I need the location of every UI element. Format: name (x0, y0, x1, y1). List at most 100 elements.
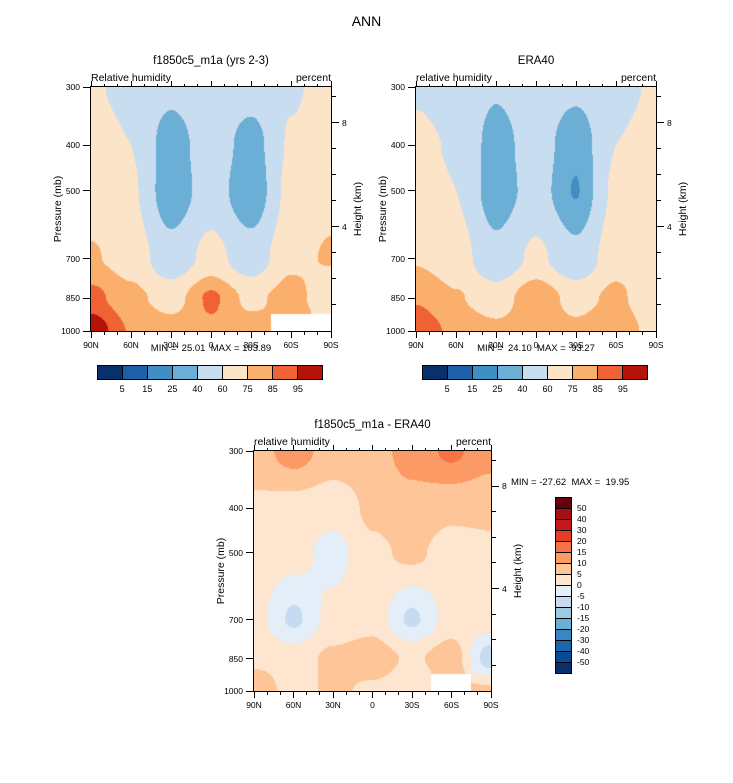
colorbar-horizontal: 5 15 25 40 60 75 85 95 (97, 365, 323, 394)
latitude-minor-tick-top (464, 448, 466, 451)
colorbar-label: 60 (542, 384, 553, 394)
pressure-tick (408, 144, 416, 146)
colorbar-vertical: 50 40 30 20 15 10 5 0 -5 -10 -15 -20 -30 -40 -50 (555, 497, 589, 674)
colorbar-label: 25 (492, 384, 503, 394)
panel-title: f1850c5_m1a - ERA40 (314, 419, 431, 431)
latitude-minor-tick (279, 691, 281, 695)
colorbar-box (522, 365, 548, 380)
height-minor-tick (331, 304, 336, 306)
latitude-tick (330, 331, 332, 338)
colorbar-label: -30 (577, 635, 590, 645)
panel-title: ERA40 (517, 55, 555, 67)
latitude-tick-label: 60S (443, 700, 460, 710)
latitude-minor-tick (468, 331, 470, 335)
pressure-tick (246, 450, 254, 452)
height-minor-tick (491, 638, 496, 640)
latitude-tick (253, 691, 255, 698)
colorbar-box (547, 365, 573, 380)
latitude-tick-label: 0 (208, 340, 214, 350)
latitude-minor-tick (345, 691, 347, 695)
pressure-tick-label: 500 (228, 547, 243, 558)
pressure-tick-label: 850 (228, 653, 243, 664)
latitude-minor-tick (477, 691, 479, 695)
latitude-tick-top (90, 81, 92, 87)
latitude-tick-top (535, 81, 537, 87)
height-tick (331, 122, 339, 124)
latitude-tick-label: 90S (483, 700, 499, 710)
contour-plot-difference (254, 451, 491, 691)
latitude-tick-label: 60N (123, 340, 139, 350)
colorbar-label: 75 (242, 384, 253, 394)
min-max-label: MIN = -27.62 MAX = 19.95 (511, 477, 630, 488)
latitude-minor-tick-top (358, 448, 360, 451)
latitude-tick (655, 331, 657, 338)
latitude-tick-label: 90S (648, 340, 664, 350)
pressure-tick (408, 86, 416, 88)
colorbar-box (122, 365, 148, 380)
pressure-tick (408, 297, 416, 299)
colorbar-box (247, 365, 273, 380)
latitude-minor-tick (266, 691, 268, 695)
latitude-minor-tick-top (157, 84, 159, 87)
latitude-tick (451, 691, 452, 698)
pressure-tick (83, 86, 91, 88)
latitude-minor-tick (428, 331, 430, 335)
colorbar-label: 5 (577, 569, 582, 579)
height-tick-label: 4 (342, 221, 347, 232)
latitude-tick-top (170, 81, 172, 87)
latitude-tick-top (415, 81, 417, 87)
pressure-tick-label: 300 (65, 82, 80, 92)
latitude-tick-top (372, 445, 373, 451)
colorbar-label: 85 (592, 384, 603, 394)
latitude-minor-tick (522, 331, 524, 335)
colorbar-label: 20 (577, 536, 587, 546)
latitude-minor-tick-top (103, 84, 105, 87)
latitude-tick-label: 60S (283, 340, 299, 350)
latitude-tick-label: 30S (243, 340, 259, 350)
latitude-minor-tick (424, 691, 426, 695)
latitude-tick (615, 331, 617, 338)
latitude-minor-tick (358, 691, 360, 695)
height-minor-tick (491, 664, 496, 666)
units-label: percent (455, 436, 491, 448)
height-minor-tick (331, 278, 336, 280)
pressure-tick (408, 190, 416, 192)
latitude-minor-tick-top (263, 84, 265, 87)
latitude-minor-tick-top (306, 448, 308, 451)
height-minor-tick (491, 562, 496, 564)
colorbar-label: -50 (577, 657, 590, 667)
height-minor-tick (331, 200, 336, 202)
height-minor-tick (331, 148, 336, 150)
latitude-minor-tick (508, 331, 510, 335)
latitude-minor-tick (157, 331, 159, 335)
latitude-tick (535, 331, 537, 338)
colorbar-box (622, 365, 648, 380)
latitude-tick (293, 691, 294, 698)
latitude-minor-tick (398, 691, 400, 695)
latitude-tick-top (250, 81, 252, 87)
latitude-tick-top (451, 445, 452, 451)
colorbar-box (572, 365, 598, 380)
colorbar-label: 95 (617, 384, 628, 394)
height-tick-label: 4 (502, 583, 507, 594)
pressure-tick-label: 700 (390, 253, 405, 264)
height-axis-label: Height (km) (512, 543, 524, 599)
latitude-minor-tick-top (279, 448, 281, 451)
latitude-tick-top (411, 445, 413, 451)
latitude-tick (130, 331, 132, 338)
units-label: percent (295, 72, 331, 84)
figure-title: ANN (351, 13, 382, 29)
latitude-tick-label: 90N (408, 340, 424, 350)
pressure-tick-label: 300 (228, 446, 243, 456)
pressure-tick-label: 500 (390, 185, 405, 196)
height-tick (491, 485, 499, 487)
height-axis-label: Height (km) (677, 181, 689, 237)
colorbar-box (272, 365, 298, 380)
latitude-tick-top (253, 445, 255, 451)
latitude-minor-tick (306, 691, 308, 695)
height-minor-tick (656, 96, 661, 98)
height-minor-tick (656, 148, 661, 150)
height-tick-label: 8 (502, 481, 507, 492)
latitude-minor-tick-top (197, 84, 199, 87)
pressure-tick-label: 700 (228, 614, 243, 625)
